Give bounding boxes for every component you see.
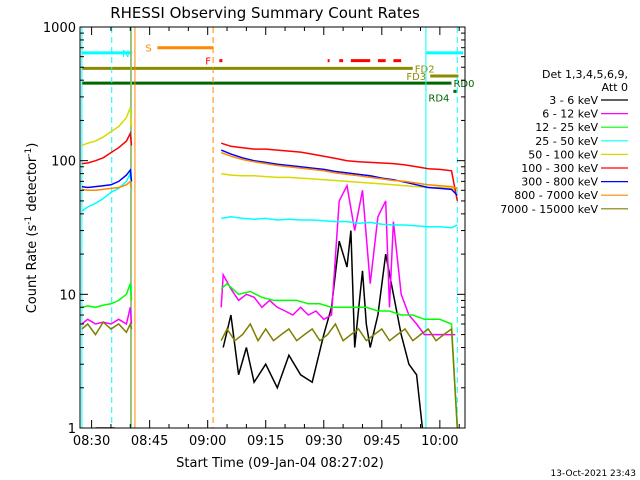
flag-label-n: N xyxy=(122,49,129,60)
y-tick-label-3: 1000 xyxy=(43,21,76,36)
legend-label-0: 3 - 6 keV xyxy=(549,94,598,107)
series-line-3-seg-1 xyxy=(221,216,458,229)
x-tick-label-4: 09:30 xyxy=(305,434,342,449)
series-line-6-seg-0 xyxy=(81,168,133,189)
flag-label-f: F xyxy=(205,57,211,68)
series-line-4-seg-1 xyxy=(221,172,458,192)
series-line-8-seg-1 xyxy=(220,322,459,428)
legend-header-1: Att 0 xyxy=(602,81,628,94)
legend-label-6: 300 - 800 keV xyxy=(521,176,598,189)
series-line-1-seg-1 xyxy=(220,183,456,336)
legend-label-3: 25 - 50 keV xyxy=(535,135,598,148)
y-axis-label-end: ) xyxy=(25,143,40,148)
y-axis-ticks: 1 10 100 1000 xyxy=(43,21,465,437)
series-lines xyxy=(81,107,459,428)
flag-label-rd4: RD4 xyxy=(428,93,449,104)
legend-label-1: 6 - 12 keV xyxy=(542,108,598,121)
flag-label-rd0: RD0 xyxy=(453,79,474,90)
series-line-7-seg-0 xyxy=(81,179,133,192)
series-line-4-seg-0 xyxy=(81,107,133,147)
series-line-6-seg-1 xyxy=(220,149,458,196)
x-tick-label-3: 09:15 xyxy=(247,434,284,449)
y-tick-label-2: 100 xyxy=(51,155,76,170)
y-axis-label: Count Rate (s-1 detector-1) xyxy=(24,143,40,314)
flag-label-fd2: FD2 xyxy=(415,64,435,75)
legend-label-7: 800 - 7000 keV xyxy=(514,189,598,202)
y-axis-label-main: Count Rate (s xyxy=(25,225,40,314)
footer-timestamp: 13-Oct-2021 23:43 xyxy=(551,469,636,479)
flag-label-fd3: FD3 xyxy=(406,72,426,83)
x-axis-label: Start Time (09-Jan-04 08:27:02) xyxy=(176,456,384,471)
flag-label-s: S xyxy=(145,44,151,55)
legend-label-8: 7000 - 15000 keV xyxy=(500,203,598,216)
legend-label-2: 12 - 25 keV xyxy=(535,121,598,134)
series-line-2-seg-0 xyxy=(81,283,133,309)
legend-label-5: 100 - 300 keV xyxy=(521,162,598,175)
series-line-8-seg-0 xyxy=(81,320,133,336)
y-tick-label-1: 10 xyxy=(59,288,76,303)
series-line-1-seg-0 xyxy=(81,307,133,326)
x-tick-label-0: 08:30 xyxy=(73,434,110,449)
series-line-2-seg-1 xyxy=(220,282,459,428)
x-tick-label-6: 10:00 xyxy=(421,434,458,449)
plot-frame xyxy=(79,26,466,429)
x-axis-ticks: 08:30 08:45 09:00 09:15 09:30 09:45 10:00 xyxy=(73,27,460,449)
chart-title: RHESSI Observing Summary Count Rates xyxy=(110,4,420,22)
y-tick-label-0: 1 xyxy=(68,422,76,437)
series-line-7-seg-1 xyxy=(220,151,458,190)
y-axis-label-sup2: -1 xyxy=(24,148,34,157)
series-line-3-seg-0 xyxy=(81,170,133,212)
legend-label-4: 50 - 100 keV xyxy=(528,148,598,161)
y-axis-label-mid: detector xyxy=(25,156,40,216)
y-axis-label-sup1: -1 xyxy=(24,216,34,225)
legend-header-0: Det 1,3,4,5,6,9, xyxy=(542,68,628,81)
x-tick-label-5: 09:45 xyxy=(363,434,400,449)
series-line-0-seg-1 xyxy=(222,230,424,428)
series-line-5-seg-0 xyxy=(81,130,133,165)
x-tick-label-1: 08:45 xyxy=(131,434,168,449)
vertical-markers xyxy=(81,27,458,428)
series-line-5-seg-1 xyxy=(220,142,459,202)
x-tick-label-2: 09:00 xyxy=(189,434,226,449)
